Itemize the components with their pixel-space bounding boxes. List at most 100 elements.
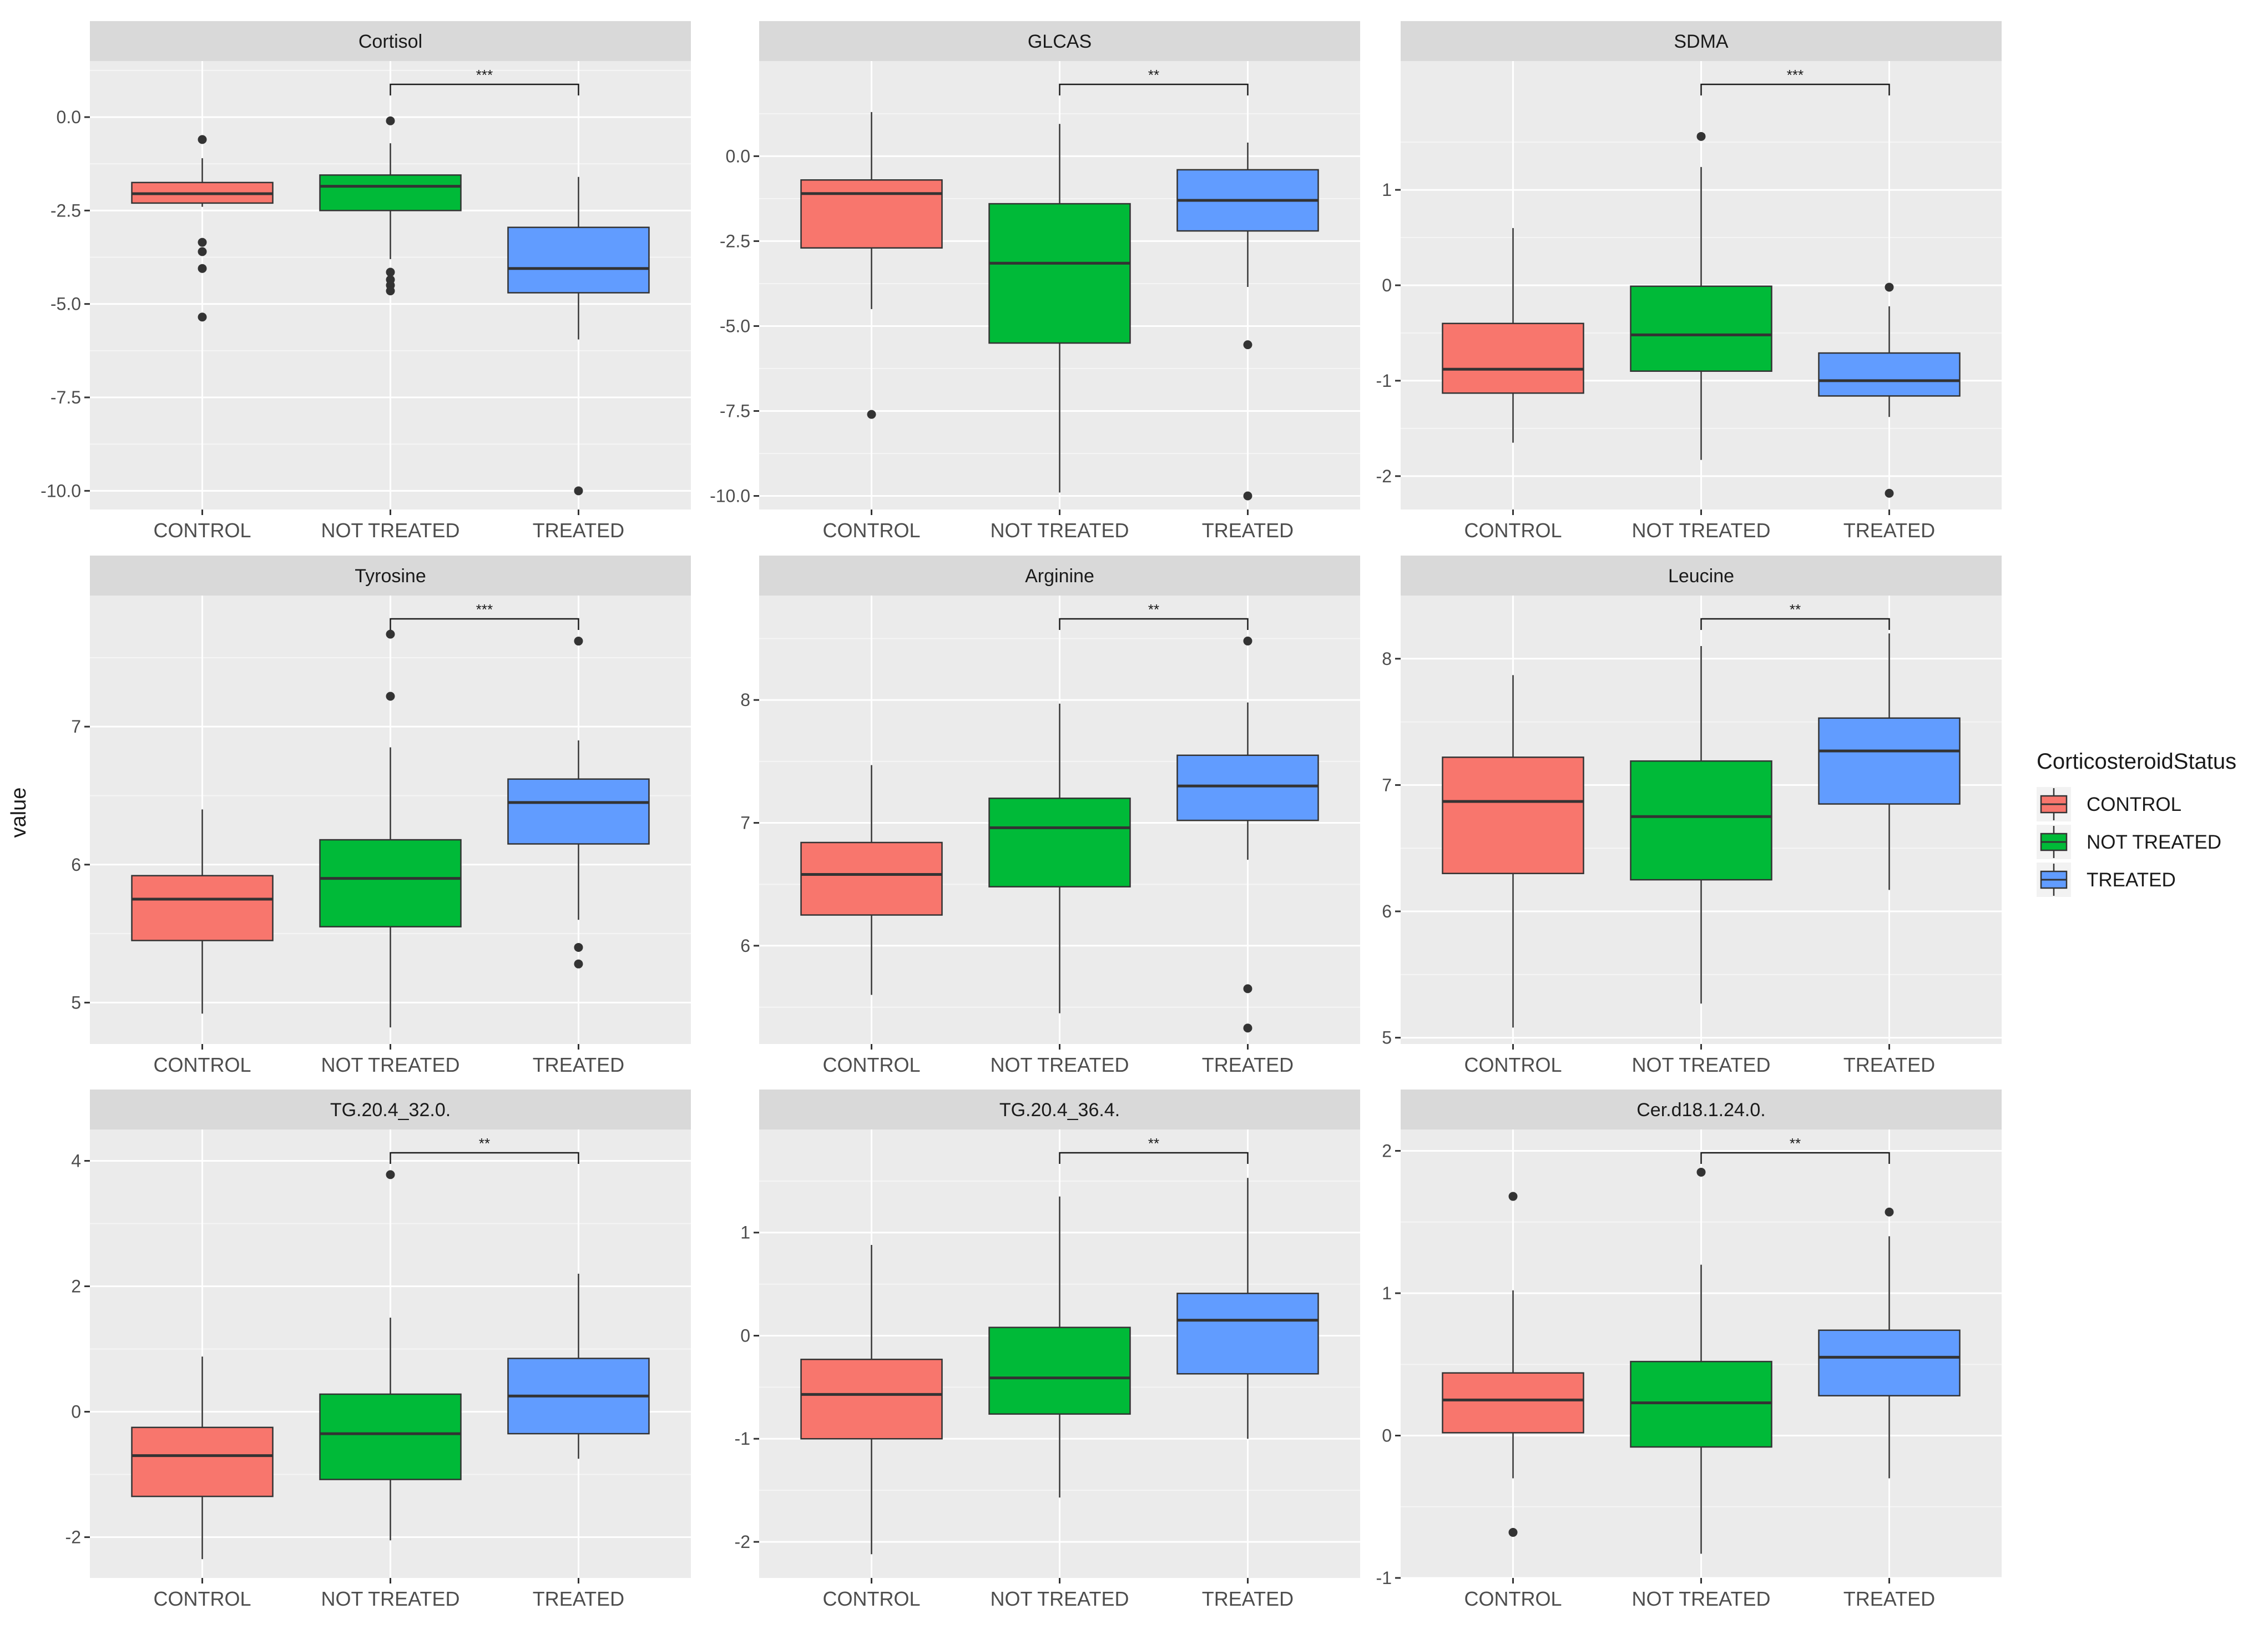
box-iqr xyxy=(507,226,650,294)
y-tick-label: -2.5 xyxy=(50,200,81,220)
outlier-point xyxy=(1696,132,1706,141)
box-iqr xyxy=(1442,757,1584,874)
box-treated xyxy=(1818,633,1961,890)
outlier-point xyxy=(198,247,207,256)
panel-9: Cer.d18.1.24.0. 2 1 0 -1 ** CONTROL NOT TREATED… xyxy=(1376,1090,2002,1610)
box-treated xyxy=(1818,1207,1961,1479)
panel-title: Tyrosine xyxy=(355,566,426,587)
outlier-point xyxy=(198,238,207,247)
legend-label: NOT TREATED xyxy=(2087,831,2221,853)
box-treated xyxy=(507,637,650,969)
box-iqr xyxy=(1630,1360,1772,1448)
box-iqr xyxy=(1176,754,1319,821)
panel-strip xyxy=(90,1090,691,1129)
panel-title: TG.20.4_36.4. xyxy=(999,1100,1120,1121)
x-tick-label: NOT TREATED xyxy=(990,1587,1129,1610)
x-tick-label: TREATED xyxy=(1843,1587,1935,1610)
outlier-point xyxy=(1243,1023,1252,1033)
box-treated xyxy=(1818,283,1961,498)
outlier-point xyxy=(386,1170,395,1179)
y-tick-label: -2.5 xyxy=(720,231,750,251)
outlier-point xyxy=(386,629,395,639)
y-tick-label: -10.0 xyxy=(41,481,81,501)
box-iqr xyxy=(1176,1293,1319,1375)
outlier-point xyxy=(867,410,876,419)
box-control xyxy=(800,112,943,419)
x-tick-label: TREATED xyxy=(1843,1053,1935,1076)
outlier-point xyxy=(198,135,207,144)
box-iqr xyxy=(319,839,462,927)
y-tick-label: -7.5 xyxy=(720,401,750,421)
x-tick-label: TREATED xyxy=(1202,1587,1294,1610)
y-tick-label: 1 xyxy=(1382,1283,1392,1303)
box-control xyxy=(1442,675,1584,1028)
significance-bracket xyxy=(1059,1152,1249,1164)
y-tick-label: 7 xyxy=(71,717,81,737)
x-tick-label: NOT TREATED xyxy=(321,519,459,542)
box-iqr xyxy=(988,798,1131,887)
legend-label: TREATED xyxy=(2087,869,2176,891)
outlier-point xyxy=(1885,488,1894,498)
legend-title: CorticosteroidStatus xyxy=(2037,749,2236,774)
x-tick-label: CONTROL xyxy=(154,519,251,542)
panel-4: Tyrosine 7 6 5 *** CONTROL NOT TREATED TREATED xyxy=(71,556,691,1076)
x-tick-label: CONTROL xyxy=(154,1587,251,1610)
outlier-point xyxy=(198,264,207,273)
y-tick-label: -2 xyxy=(735,1532,750,1552)
box-iqr xyxy=(800,841,943,916)
significance-label: ** xyxy=(1148,67,1159,83)
box-control xyxy=(131,135,274,322)
panel-3: SDMA 1 0 -1 -2 *** CONTROL NOT TREATED TREATED xyxy=(1376,21,2002,542)
significance-label: ** xyxy=(1790,601,1801,618)
significance-label: ** xyxy=(479,1135,490,1152)
x-tick-label: NOT TREATED xyxy=(990,519,1129,542)
panel-strip xyxy=(1401,556,2002,596)
x-tick-label: TREATED xyxy=(1843,519,1935,542)
y-tick-label: 8 xyxy=(1382,649,1392,669)
box-not-treated xyxy=(319,1170,462,1541)
box-not-treated xyxy=(319,116,462,296)
y-tick-label: -2 xyxy=(65,1527,81,1547)
box-iqr xyxy=(507,778,650,845)
x-tick-label: CONTROL xyxy=(1464,1053,1562,1076)
box-treated xyxy=(1176,1178,1319,1439)
y-tick-label: 5 xyxy=(71,992,81,1012)
x-tick-label: NOT TREATED xyxy=(1631,519,1770,542)
x-tick-label: NOT TREATED xyxy=(1631,1053,1770,1076)
x-tick-label: CONTROL xyxy=(154,1053,251,1076)
y-tick-label: 6 xyxy=(1382,901,1392,921)
significance-bracket xyxy=(390,618,579,630)
significance-label: ** xyxy=(1148,1135,1159,1152)
box-iqr xyxy=(319,174,462,211)
box-not-treated xyxy=(319,629,462,1028)
significance-bracket xyxy=(1700,618,1890,630)
y-tick-label: 7 xyxy=(740,813,750,833)
y-tick-label: -1 xyxy=(735,1429,750,1449)
significance-label: ** xyxy=(1790,1135,1801,1152)
x-tick-label: TREATED xyxy=(533,1053,624,1076)
box-control xyxy=(800,1245,943,1555)
box-iqr xyxy=(131,875,274,941)
panel-title: GLCAS xyxy=(1028,31,1092,52)
y-tick-label: 0 xyxy=(1382,275,1392,295)
panel-8: TG.20.4_36.4. 1 0 -1 -2 ** CONTROL NOT TREATED T… xyxy=(735,1090,1360,1610)
y-tick-label: 5 xyxy=(1382,1028,1392,1048)
x-tick-label: CONTROL xyxy=(823,519,921,542)
y-tick-label: 2 xyxy=(1382,1141,1392,1161)
significance-label: *** xyxy=(1787,67,1804,83)
y-tick-label: 1 xyxy=(740,1223,750,1243)
legend-item-control: CONTROL xyxy=(2037,787,2181,821)
box-iqr xyxy=(800,179,943,249)
significance-label: ** xyxy=(1148,601,1159,618)
panel-title: Arginine xyxy=(1025,566,1094,587)
panel-title: SDMA xyxy=(1674,31,1729,52)
legend-item-treated: TREATED xyxy=(2037,863,2176,897)
panel-title: TG.20.4_32.0. xyxy=(330,1100,451,1121)
outlier-point xyxy=(574,959,583,969)
box-iqr xyxy=(1442,322,1584,394)
panel-strip xyxy=(1401,21,2002,61)
x-tick-label: TREATED xyxy=(533,519,624,542)
outlier-point xyxy=(1243,984,1252,993)
box-iqr xyxy=(1818,717,1961,805)
